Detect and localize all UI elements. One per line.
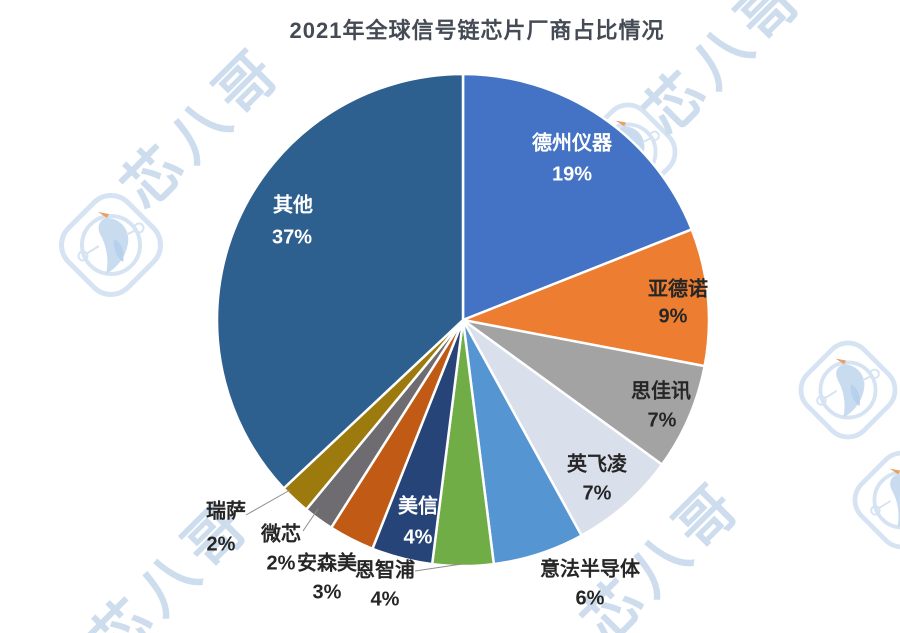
slice-label-name: 恩智浦 — [355, 557, 415, 581]
pie-slice-其他 — [215, 72, 465, 490]
leader-line — [302, 508, 319, 532]
slice-label-percent: 6% — [576, 587, 605, 609]
slice-label-name: 微芯 — [260, 521, 301, 545]
brand-logo-icon — [792, 334, 900, 447]
slice-label-percent: 4% — [404, 526, 433, 548]
pie-slice-德州仪器 — [461, 72, 693, 322]
slice-label-name: 英飞凌 — [567, 451, 628, 475]
slice-label-percent: 7% — [648, 409, 677, 431]
slice-label-percent: 19% — [552, 163, 592, 185]
slice-label-percent: 9% — [659, 305, 688, 327]
slice-label-name: 思佳讯 — [631, 378, 691, 402]
pie-slices — [215, 72, 711, 568]
slice-label-name: 亚德诺 — [648, 276, 708, 300]
slice-label-name: 安森美 — [297, 550, 358, 574]
slice-label-percent: 3% — [313, 581, 342, 603]
slice-label-percent: 2% — [267, 552, 296, 574]
slice-label-percent: 7% — [583, 482, 612, 504]
slice-label-name: 其他 — [273, 192, 313, 216]
slice-label-percent: 37% — [272, 226, 312, 248]
slice-label-name: 美信 — [398, 493, 438, 517]
leader-lines — [245, 489, 463, 572]
slice-labels: 德州仪器 19% 亚德诺 9% 思佳讯 7% 英飞凌 7% 意法半导体 6% 恩智浦 4% 美信 4% 安森… — [206, 130, 708, 610]
chart-title: 2021年全球信号链芯片厂商占比情况 — [289, 18, 665, 43]
brand-logo-icon — [846, 444, 900, 557]
slice-label-name: 意法半导体 — [540, 556, 641, 580]
slice-label-name: 瑞萨 — [206, 498, 246, 522]
pie-slice-英飞凌 — [461, 318, 664, 537]
leader-line — [414, 563, 463, 572]
slice-label-percent: 4% — [371, 588, 400, 610]
leader-line — [245, 489, 291, 516]
slice-label-name: 德州仪器 — [532, 130, 613, 154]
pie-slice-亚德诺 — [461, 228, 711, 368]
pie-slice-思佳讯 — [461, 318, 706, 466]
slice-label-percent: 2% — [207, 533, 236, 555]
